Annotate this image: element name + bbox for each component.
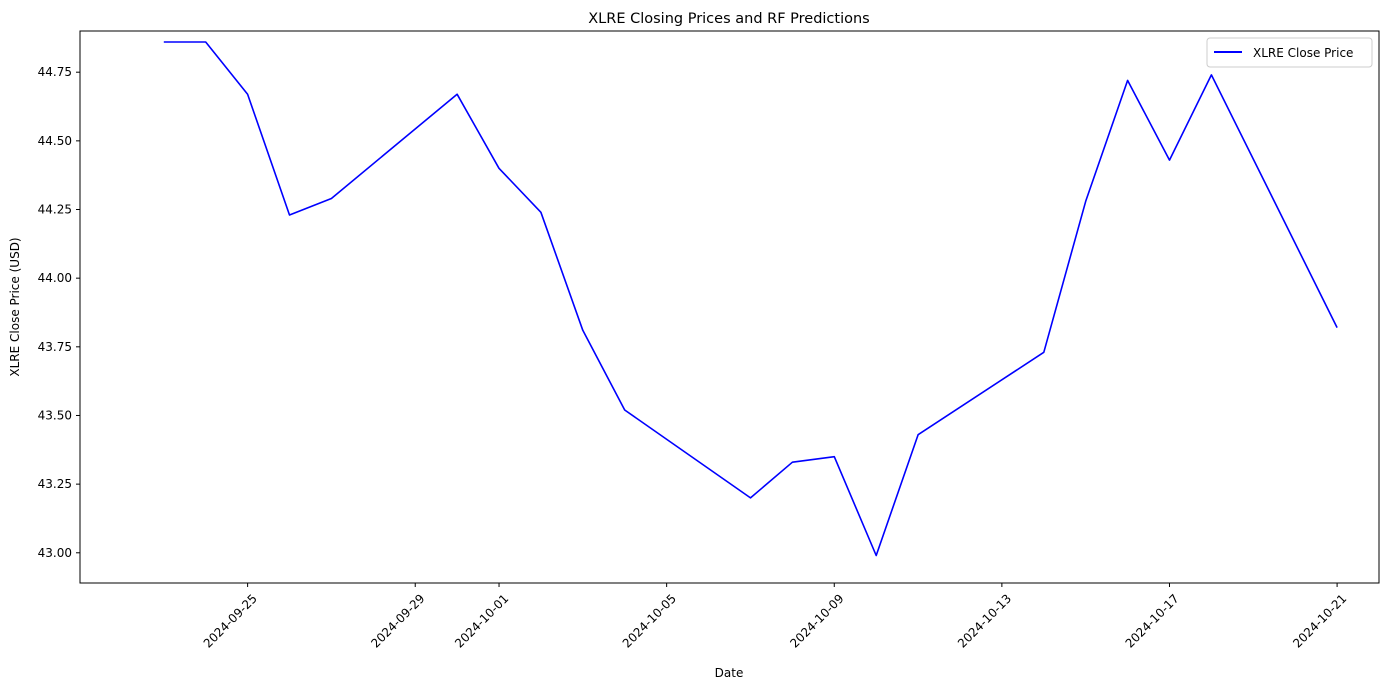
x-tick-label: 2024-10-09 [787, 591, 846, 650]
plot-area [79, 30, 1380, 584]
x-tick-label: 2024-10-17 [1123, 591, 1182, 650]
series-line-0 [163, 41, 1338, 557]
x-tick-label: 2024-09-25 [201, 591, 260, 650]
x-tick-label: 2024-10-21 [1290, 591, 1349, 650]
y-tick-label: 43.50 [38, 408, 72, 422]
x-axis: 2024-09-25 2024-09-29 2024-10-01 2024-10-05… [201, 583, 1349, 651]
y-tick-label: 44.00 [38, 271, 72, 285]
plot-frame [79, 30, 1380, 584]
legend-entry-label: XLRE Close Price [1253, 46, 1353, 60]
legend: XLRE Close Price [1206, 37, 1373, 68]
x-axis-label: Date [715, 666, 744, 680]
y-tick-label: 44.50 [38, 134, 72, 148]
y-tick-label: 43.25 [38, 477, 72, 491]
y-axis: 43.00 43.25 43.50 43.75 44.00 44.25 44.50 44.75 [38, 65, 80, 560]
y-axis-label: XLRE Close Price (USD) [8, 237, 22, 376]
x-tick-label: 2024-10-05 [620, 591, 679, 650]
chart-title: XLRE Closing Prices and RF Predictions [588, 11, 870, 27]
y-tick-label: 43.00 [38, 546, 72, 560]
y-tick-label: 44.75 [38, 65, 72, 79]
x-tick-label: 2024-10-13 [955, 591, 1014, 650]
y-tick-label: 44.25 [38, 203, 72, 217]
series-layer [163, 41, 1338, 557]
x-tick-label: 2024-09-29 [368, 591, 427, 650]
y-tick-label: 43.75 [38, 340, 72, 354]
x-tick-label: 2024-10-01 [452, 591, 511, 650]
legend-box [1206, 37, 1373, 68]
